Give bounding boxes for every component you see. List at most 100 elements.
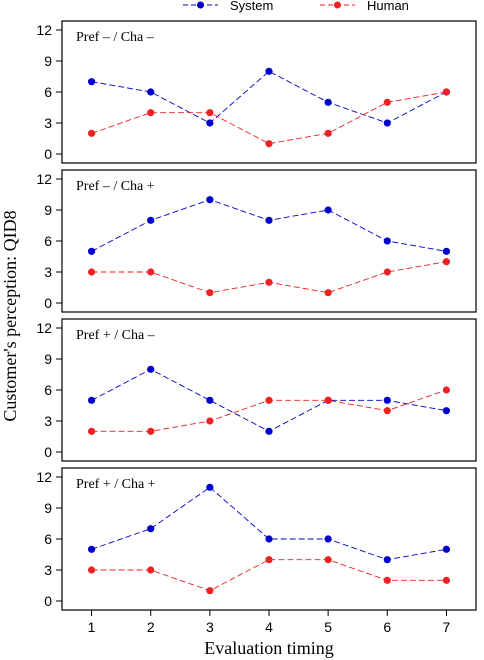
- y-tick-label: 6: [44, 84, 52, 100]
- y-tick-label: 0: [44, 444, 52, 460]
- y-tick-label: 3: [44, 115, 52, 131]
- series-line-human: [91, 91, 447, 145]
- data-point-system: [87, 247, 96, 255]
- x-tick-label: 3: [206, 619, 214, 635]
- data-point-human: [147, 427, 155, 435]
- panel-title: Pref + / Cha –: [76, 328, 156, 343]
- x-tick-label: 4: [265, 619, 273, 635]
- legend-marker-system: [197, 1, 204, 9]
- data-point-system: [265, 535, 273, 543]
- data-point-system: [383, 119, 391, 127]
- data-point-human: [442, 258, 451, 266]
- series-line-human: [91, 389, 447, 432]
- data-point-human: [147, 566, 155, 574]
- data-point-human: [147, 268, 155, 276]
- data-point-system: [383, 396, 391, 404]
- legend-entry-system: System: [183, 0, 273, 13]
- data-point-system: [324, 206, 332, 214]
- y-tick-label: 6: [44, 531, 52, 547]
- data-point-system: [324, 535, 332, 543]
- panel-title: Pref – / Cha –: [76, 30, 155, 45]
- series-line-human: [91, 261, 447, 294]
- data-point-system: [206, 196, 214, 204]
- data-point-human: [383, 407, 391, 415]
- legend-marker-human: [334, 1, 341, 9]
- x-tick-label: 7: [443, 619, 451, 635]
- x-tick-label: 2: [147, 619, 155, 635]
- y-tick-label: 9: [44, 53, 52, 69]
- y-tick-label: 6: [44, 382, 52, 398]
- data-point-system: [147, 216, 155, 224]
- y-tick-label: 9: [44, 202, 52, 218]
- legend-label-human: Human: [367, 0, 409, 13]
- x-tick-label: 5: [324, 619, 332, 635]
- data-point-human: [87, 129, 96, 137]
- x-axis-label: Evaluation timing: [204, 638, 333, 658]
- panel-title: Pref + / Cha +: [76, 477, 156, 492]
- data-point-human: [147, 109, 155, 117]
- data-point-system: [442, 545, 451, 553]
- x-tick-label: 6: [383, 619, 391, 635]
- y-tick-label: 12: [36, 171, 52, 187]
- y-tick-label: 12: [36, 320, 52, 336]
- y-tick-label: 9: [44, 500, 52, 516]
- legend: System Human: [183, 0, 409, 13]
- data-point-system: [206, 483, 214, 491]
- data-point-human: [324, 289, 332, 297]
- data-point-system: [265, 216, 273, 224]
- data-point-human: [324, 556, 332, 564]
- data-point-human: [265, 396, 273, 404]
- data-point-human: [442, 88, 451, 96]
- data-point-human: [206, 109, 214, 117]
- data-point-system: [147, 365, 155, 373]
- data-point-system: [87, 545, 96, 553]
- x-tick-label: 1: [88, 619, 96, 635]
- data-point-human: [87, 427, 96, 435]
- y-tick-label: 3: [44, 562, 52, 578]
- data-point-system: [265, 427, 273, 435]
- data-point-system: [265, 67, 273, 75]
- y-tick-label: 3: [44, 264, 52, 280]
- series-line-system: [91, 199, 447, 252]
- legend-entry-human: Human: [320, 0, 409, 13]
- data-point-system: [383, 556, 391, 564]
- panel-3: Pref + / Cha – 0 3 6 9 12: [36, 318, 477, 462]
- data-point-system: [147, 525, 155, 533]
- data-point-human: [265, 278, 273, 286]
- data-point-system: [383, 237, 391, 245]
- data-point-human: [383, 268, 391, 276]
- data-point-human: [206, 587, 214, 595]
- y-tick-label: 3: [44, 413, 52, 429]
- data-point-human: [442, 576, 451, 584]
- data-point-system: [324, 98, 332, 106]
- data-point-system: [87, 78, 96, 86]
- data-point-human: [383, 98, 391, 106]
- y-tick-label: 12: [36, 469, 52, 485]
- data-point-human: [87, 268, 96, 276]
- data-point-system: [442, 247, 451, 255]
- y-tick-label: 12: [36, 22, 52, 38]
- panel-1: Pref – / Cha – 0 3 6 9 12: [36, 20, 477, 164]
- series-line-human: [91, 559, 447, 592]
- data-point-human: [265, 556, 273, 564]
- data-point-human: [87, 566, 96, 574]
- panel-2: Pref – / Cha + 0 3 6 9 12: [36, 169, 477, 313]
- series-line-system: [91, 70, 447, 124]
- data-point-human: [442, 386, 451, 394]
- data-point-system: [206, 396, 214, 404]
- legend-label-system: System: [230, 0, 273, 13]
- series-line-system: [91, 486, 447, 561]
- data-point-human: [324, 396, 332, 404]
- y-tick-label: 0: [44, 593, 52, 609]
- data-point-human: [265, 140, 273, 148]
- data-point-human: [206, 289, 214, 297]
- data-point-system: [206, 119, 214, 127]
- data-point-system: [87, 396, 96, 404]
- panel-title: Pref – / Cha +: [76, 179, 155, 194]
- y-axis-label: Customer's perception: QID8: [0, 210, 20, 421]
- data-point-system: [442, 407, 451, 415]
- y-tick-label: 9: [44, 351, 52, 367]
